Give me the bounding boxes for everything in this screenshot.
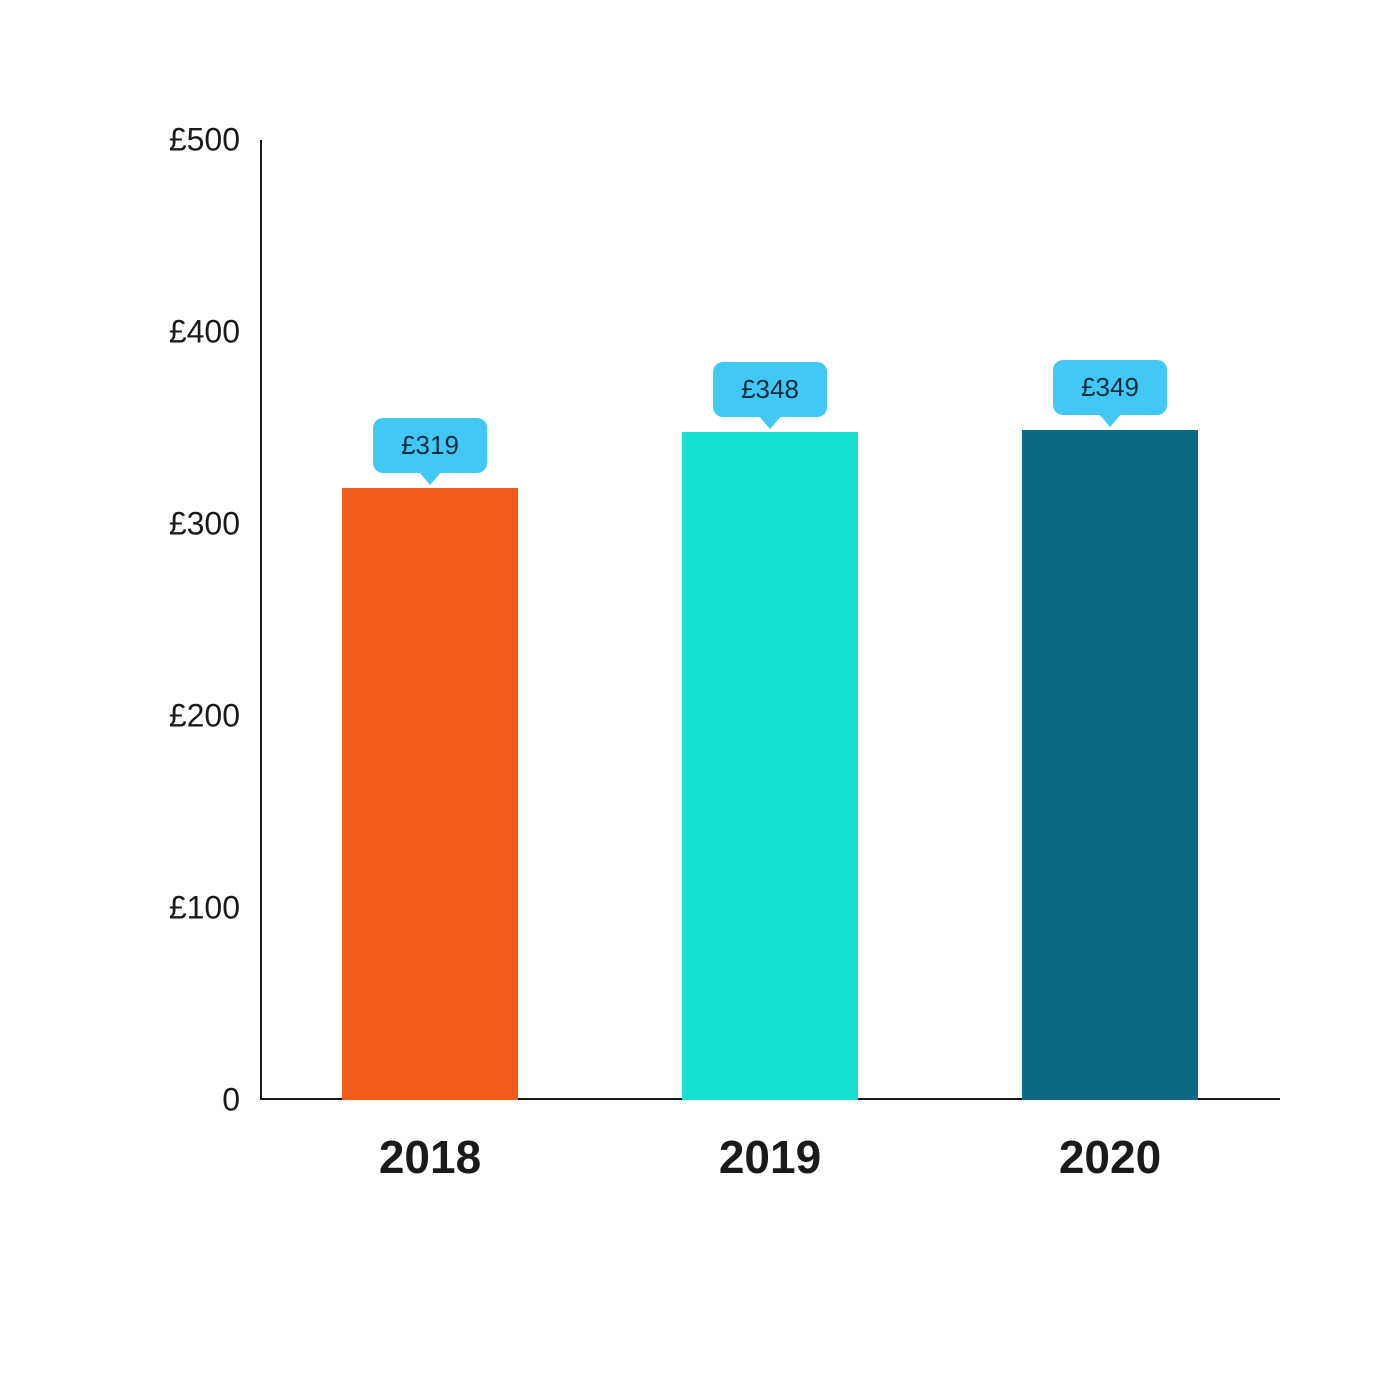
value-tooltip: £319: [373, 418, 487, 473]
y-tick-label: £100: [100, 890, 240, 927]
y-tick-label: £500: [100, 122, 240, 159]
value-tooltip: £349: [1053, 360, 1167, 415]
y-tick-label: 0: [100, 1082, 240, 1119]
value-tooltip: £348: [713, 362, 827, 417]
y-tick-label: £300: [100, 506, 240, 543]
bar-chart: 0£100£200£300£400£500 £319£348£349 20182…: [180, 140, 1280, 1200]
x-tick-label: 2019: [719, 1130, 821, 1184]
y-tick-label: £400: [100, 314, 240, 351]
bar: [682, 432, 859, 1100]
bar: [342, 488, 519, 1100]
plot-area: £319 £348 £349: [260, 140, 1280, 1100]
x-tick-label: 2018: [379, 1130, 481, 1184]
y-tick-label: £200: [100, 698, 240, 735]
bar: [1022, 430, 1199, 1100]
x-tick-label: 2020: [1059, 1130, 1161, 1184]
